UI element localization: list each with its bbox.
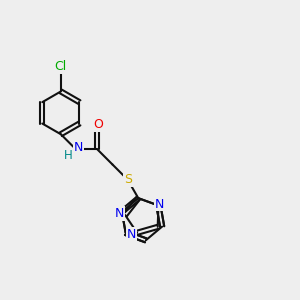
Text: S: S [124,173,132,186]
Text: N: N [74,141,83,154]
Text: N: N [155,197,165,211]
Text: Cl: Cl [55,60,67,73]
Text: O: O [93,118,103,131]
Text: N: N [115,207,124,220]
Text: N: N [127,228,136,241]
Text: H: H [64,149,73,162]
